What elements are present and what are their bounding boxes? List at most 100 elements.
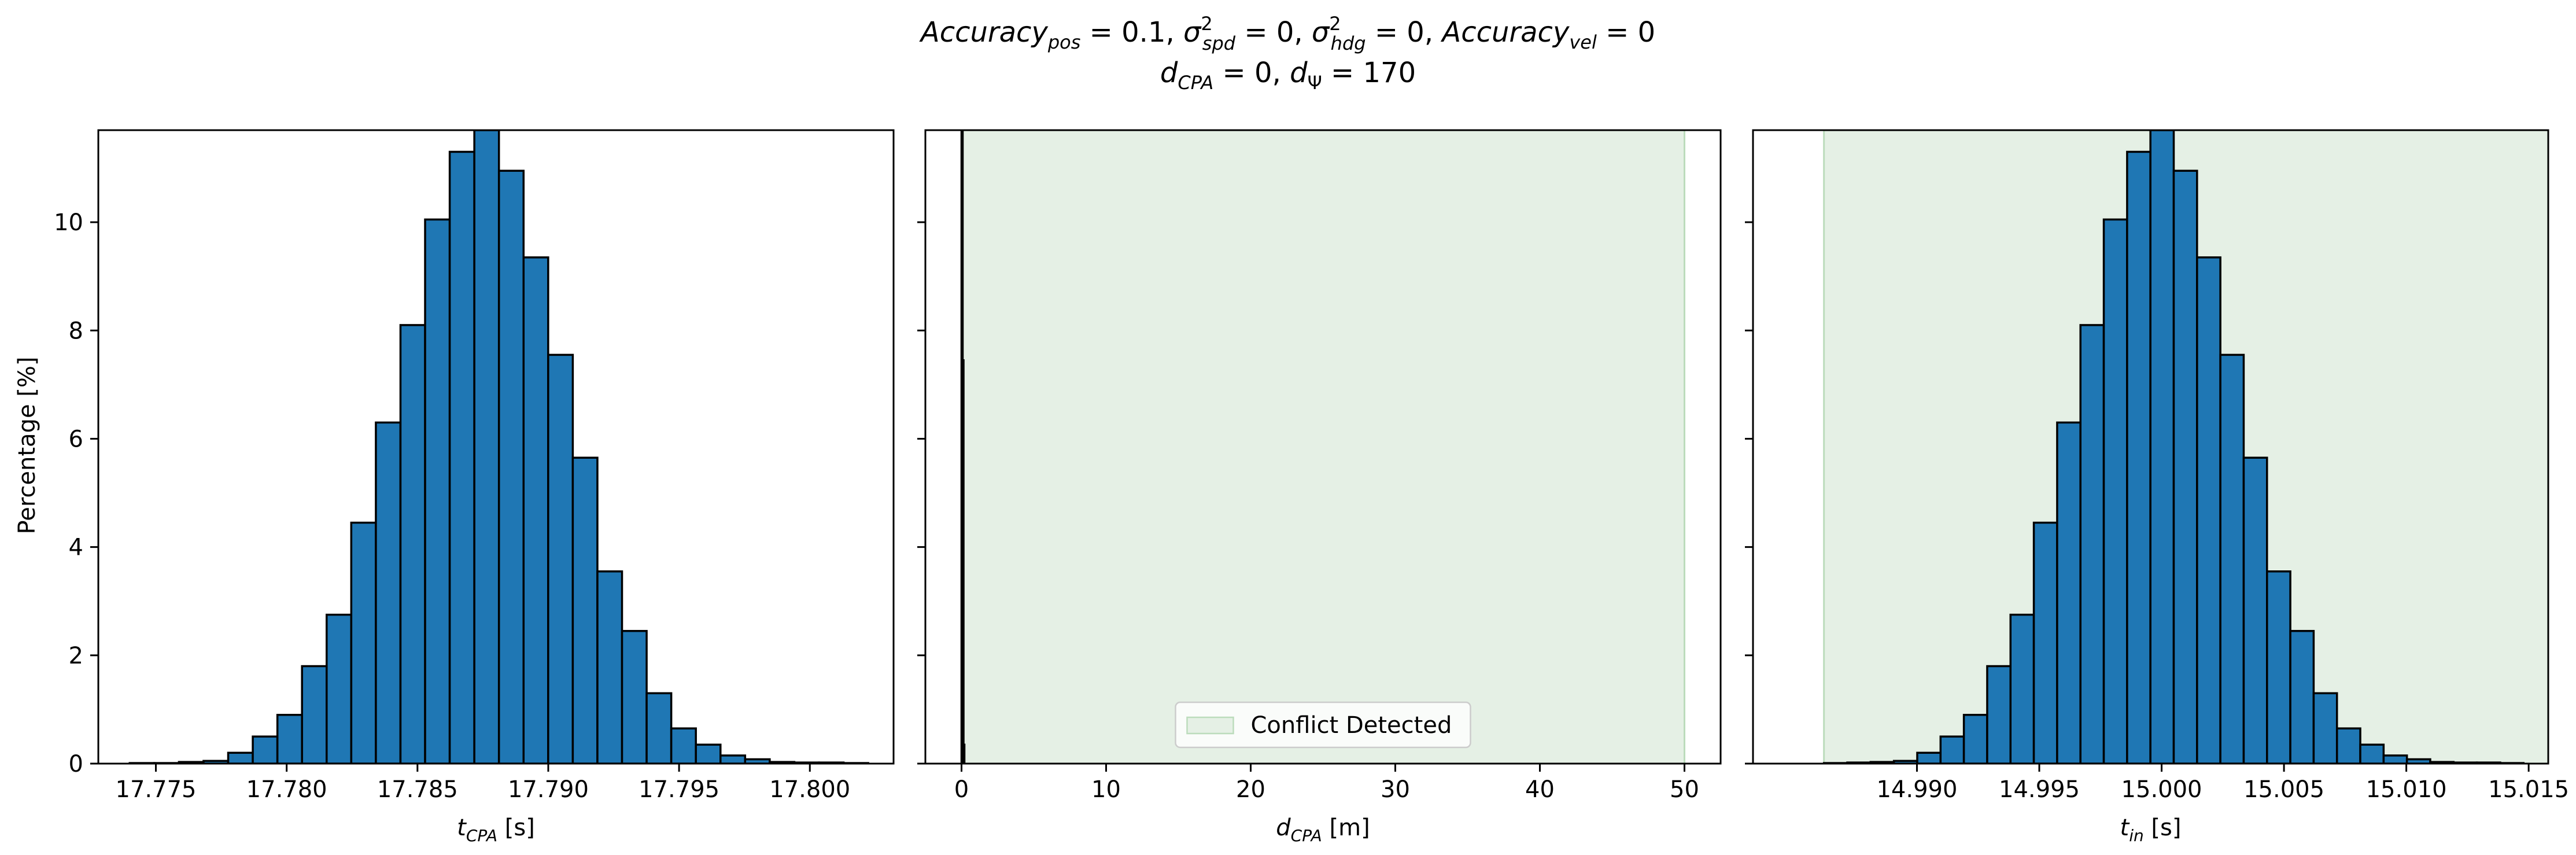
histogram-bar — [2102, 218, 2128, 764]
histogram-bar — [301, 665, 328, 764]
histogram-bar — [621, 629, 648, 764]
title-dpsi: d — [1290, 57, 1308, 89]
histogram-bar — [547, 353, 574, 764]
plot-area — [960, 130, 1685, 764]
title-acc-pos: Accuracy — [919, 16, 1049, 49]
title-sigma-hdg-val: = 0, — [1366, 16, 1442, 49]
histogram-bar — [2242, 456, 2268, 764]
panel-tcpa: 17.775 17.780 17.785 17.790 17.795 17.800 0 2 4 6… — [54, 129, 895, 845]
title-dcpa: d — [1160, 57, 1178, 89]
x-tick-label: 17.775 — [116, 776, 197, 803]
legend-label: Conflict Detected — [1251, 712, 1452, 739]
title-acc-vel-val: = 0 — [1597, 16, 1655, 49]
plot-area — [128, 130, 869, 764]
x-tick-label: 14.990 — [1876, 776, 1957, 803]
y-tick-label: 0 — [69, 751, 83, 777]
x-tick-label: 30 — [1381, 776, 1410, 803]
x-axis-label: tCPA [s] — [457, 815, 535, 845]
histogram-bar — [473, 130, 500, 764]
x-tick-label: 15.015 — [2488, 776, 2569, 803]
x-axis-label: tin [s] — [2120, 815, 2182, 845]
x-tick-label: 40 — [1525, 776, 1555, 803]
panel-dcpa: 0 10 20 30 40 50 dCPA [m] Conflict Detected — [917, 129, 1722, 845]
x-axis-label: dCPA [m] — [1276, 815, 1370, 845]
x-tick-label: 10 — [1091, 776, 1121, 803]
histogram-bar — [448, 150, 475, 764]
title-dpsi-sub: Ψ — [1308, 72, 1322, 94]
histogram-bar — [2312, 692, 2338, 764]
histogram-bar — [645, 692, 673, 764]
histogram-bar — [2079, 324, 2105, 764]
y-tick-label: 2 — [69, 643, 83, 669]
x-tick-label: 17.785 — [377, 776, 458, 803]
suptitle-line-2: dCPA = 0, dΨ = 170 — [1160, 57, 1416, 94]
panel-tin: 14.990 14.995 15.000 15.005 15.010 15.015 tin … — [1745, 129, 2569, 845]
axes-frame — [1752, 129, 2549, 765]
histogram-bar — [571, 456, 599, 764]
histogram-bar — [497, 169, 525, 764]
histogram-bar — [719, 754, 747, 764]
histogram-bar — [2056, 421, 2082, 764]
title-acc-pos-sub: pos — [1047, 31, 1081, 53]
histogram-bar — [1986, 665, 2012, 764]
y-axis-label: Percentage [%] — [14, 357, 40, 535]
title-acc-vel: Accuracy — [1440, 16, 1570, 49]
x-tick-label: 0 — [954, 776, 969, 803]
histogram-bar — [2382, 754, 2408, 764]
x-axis-label-unit: [s] — [2144, 815, 2182, 841]
x-axis-label-base: t — [457, 815, 467, 841]
x-axis-label-base: d — [1276, 815, 1291, 841]
x-tick-label: 15.005 — [2243, 776, 2324, 803]
histogram-bar — [1916, 751, 1942, 764]
legend-box — [1175, 701, 1471, 749]
title-acc-pos-val: = 0.1, — [1080, 16, 1183, 49]
title-sigma-hdg-sub: hdg — [1331, 32, 1366, 54]
x-axis-label-sub: CPA — [1291, 826, 1322, 845]
conflict-region — [961, 130, 1685, 764]
histogram-bar — [276, 714, 303, 764]
histogram-bar — [2032, 521, 2058, 764]
histogram-bar — [375, 421, 402, 764]
x-axis-label-unit: [m] — [1322, 815, 1370, 841]
histogram-bar — [596, 570, 623, 764]
histogram-bar — [2335, 727, 2361, 764]
histogram-bar — [227, 751, 254, 764]
x-axis-label-sub: CPA — [466, 826, 497, 845]
x-axis-label-sub: in — [2129, 826, 2144, 845]
histogram-bar — [961, 359, 965, 764]
title-sigma-hdg: σ — [1312, 16, 1330, 49]
histogram-bar — [399, 324, 426, 764]
histogram-bar — [2196, 256, 2221, 764]
histogram-bar — [2009, 613, 2035, 764]
title-dcpa-val: = 0, — [1213, 57, 1290, 89]
legend: Conflict Detected — [1175, 701, 1471, 749]
histogram-bar — [2126, 150, 2151, 764]
x-tick-label: 17.790 — [508, 776, 589, 803]
x-tick-label: 15.010 — [2366, 776, 2447, 803]
histogram-bar — [2289, 629, 2315, 764]
title-acc-vel-sub: vel — [1569, 31, 1597, 53]
title-sigma-spd: σ — [1183, 16, 1202, 49]
histogram-bar — [2219, 353, 2245, 764]
x-tick-label: 14.995 — [1999, 776, 2080, 803]
histogram-bar — [670, 727, 697, 764]
histogram-bar — [1939, 735, 1965, 764]
x-tick-label: 50 — [1670, 776, 1699, 803]
histogram-bar — [350, 521, 377, 764]
plot-area — [1822, 130, 2548, 764]
histogram-bar — [424, 218, 451, 764]
histogram-bar — [326, 613, 353, 764]
title-sigma-hdg-sup: 2 — [1329, 13, 1341, 35]
suptitle-line-1: Accuracypos = 0.1, σ2 spd = 0, σ2 hdg = 0,… — [919, 13, 1655, 54]
title-sigma-spd-sub: spd — [1202, 32, 1236, 54]
x-tick-label: 15.000 — [2121, 776, 2202, 803]
y-tick-label: 4 — [69, 535, 83, 561]
histogram-bar — [1962, 714, 1988, 764]
title-sigma-spd-val: = 0, — [1235, 16, 1312, 49]
axes-frame — [924, 129, 1722, 765]
x-axis-label-base: t — [2120, 815, 2130, 841]
histogram-bar — [252, 735, 279, 764]
x-axis-label-unit: [s] — [497, 815, 535, 841]
histogram-bar — [2266, 570, 2291, 764]
histogram-bar — [2172, 169, 2198, 764]
